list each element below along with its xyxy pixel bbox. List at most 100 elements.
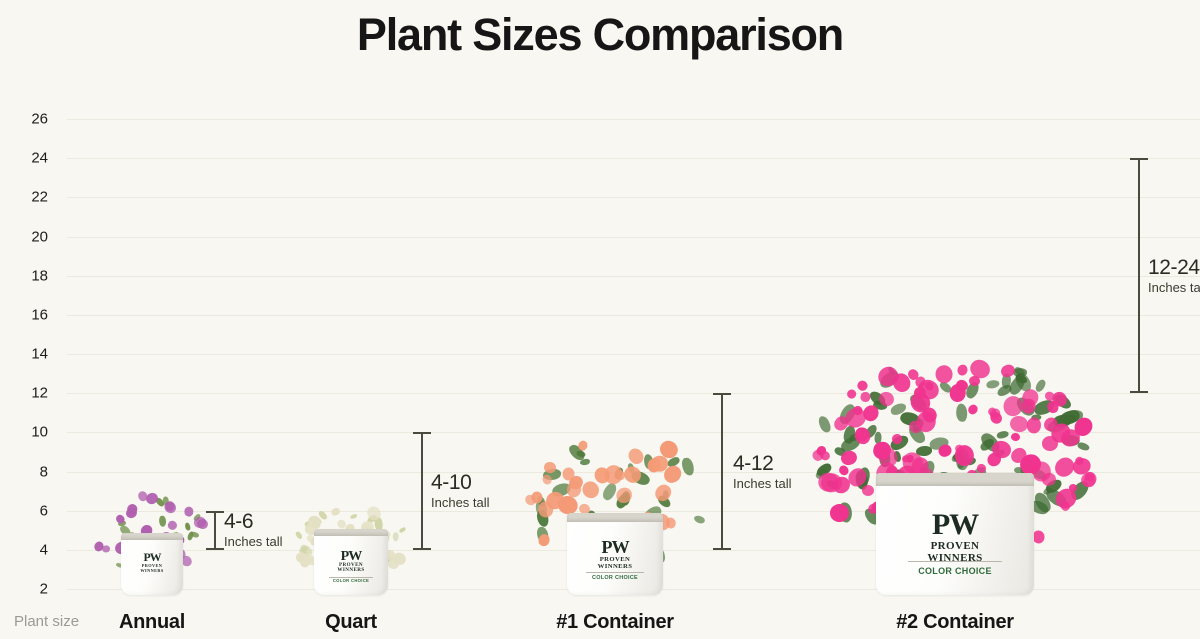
measurement-bracket-4 [1129, 158, 1149, 394]
pot-sublabel: COLOR CHOICE [591, 575, 638, 582]
flower-shape [955, 363, 969, 377]
leaf-shape [816, 414, 833, 434]
pot-brand-line-2: WINNERS [140, 568, 164, 574]
flower-shape [1042, 435, 1059, 451]
pot-brand-monogram: PW [931, 507, 979, 541]
flower-shape [1008, 414, 1029, 434]
bracket-cap-top [1130, 158, 1148, 161]
pot-logo: PW PROVEN WINNERS [314, 549, 388, 574]
pot-brand-monogram: PW [143, 550, 162, 564]
pot-rim [314, 529, 388, 537]
leaf-shape [996, 429, 1010, 439]
leaf-shape [692, 514, 706, 525]
flower-shape [966, 402, 980, 417]
measurement-range-value: 4-6 [224, 510, 254, 534]
flower-shape [855, 378, 870, 393]
bracket-cap-top [713, 393, 731, 396]
pot-divider [328, 576, 374, 578]
y-axis-tick-label: 20 [31, 228, 48, 245]
gridline [67, 119, 1200, 120]
plant-image-1: PW PROVEN WINNERS [92, 489, 211, 595]
leaf-shape [349, 513, 358, 520]
flower-shape [166, 518, 179, 532]
plot-area: 26 24 22 20 18 16 14 12 10 8 6 4 2 PW PROVEN WINNERS PW… [31, 112, 1200, 598]
flower-shape [859, 391, 870, 403]
leaf-shape [680, 456, 696, 477]
plant-image-4: PW PROVEN WINNERS COLOR CHOICE [810, 349, 1100, 595]
flower-shape [861, 484, 875, 497]
measurement-unit-label: Inches tall [431, 495, 490, 511]
measurement-range-value: 12-24 [1148, 255, 1200, 279]
pot-brand-line-2: WINNERS [597, 563, 633, 571]
y-axis-tick-label: 22 [31, 188, 48, 206]
plant-pot: PW PROVEN WINNERS COLOR CHOICE [567, 513, 663, 595]
gridline [67, 275, 1200, 277]
measurement-bracket-2 [412, 432, 432, 550]
bracket-stem [721, 393, 723, 550]
measurement-unit-label: Inches tall [733, 475, 792, 491]
pot-rim [567, 513, 663, 523]
pot-brand-monogram: PW [340, 547, 363, 564]
pot-brand-line-1: PROVEN [599, 555, 631, 563]
bracket-stem [421, 432, 423, 550]
y-axis-tick-label: 2 [39, 580, 48, 598]
measurement-bracket-3 [712, 393, 732, 550]
measurement-range-value: 4-10 [431, 471, 472, 495]
gridline [67, 314, 1200, 316]
leaf-shape [185, 530, 195, 541]
bracket-cap-bottom [206, 547, 224, 550]
page-title: Plant Sizes Comparison [356, 9, 844, 60]
plant-image-2: PW PROVEN WINNERS COLOR CHOICE [290, 503, 412, 595]
flower-shape [934, 364, 954, 385]
leaf-shape [955, 402, 968, 421]
y-axis-tick-label: 4 [39, 541, 48, 559]
pot-divider [586, 572, 644, 574]
bracket-stem [1138, 158, 1140, 394]
y-axis-tick-label: 6 [39, 502, 48, 520]
leaf-shape [184, 522, 191, 531]
measurement-bracket-1 [205, 510, 225, 550]
leaf-shape [398, 526, 407, 534]
pot-brand-monogram: PW [601, 536, 629, 557]
pot-brand-line-1: PROVEN [338, 561, 364, 568]
pot-brand-line-1: PROVEN [930, 539, 980, 552]
gridline [67, 236, 1200, 238]
pot-sublabel: COLOR CHOICE [918, 565, 992, 576]
category-label-2: Quart [325, 611, 377, 633]
pot-logo: PW PROVEN WINNERS [121, 550, 183, 574]
leaf-shape [579, 458, 591, 466]
pot-logo: PW PROVEN WINNERS [567, 536, 663, 571]
bracket-cap-top [206, 510, 224, 513]
gridline [67, 393, 1200, 395]
plant-pot: PW PROVEN WINNERS COLOR CHOICE [314, 529, 388, 595]
pot-rim [876, 473, 1034, 487]
category-axis: Plant size Annual Quart #1 Container #2 Con… [0, 604, 1200, 639]
leaf-shape [392, 531, 400, 542]
pot-rim [121, 533, 183, 540]
gridline [67, 197, 1200, 199]
plant-pot: PW PROVEN WINNERS [121, 533, 183, 595]
flower-shape [101, 545, 110, 554]
leaf-shape [986, 379, 1001, 389]
y-axis-tick-label: 12 [31, 384, 48, 402]
bracket-cap-top [413, 432, 431, 435]
axis-caption: Plant size [14, 613, 80, 630]
flower-shape [1031, 461, 1051, 483]
measurement-label-1: 4-6 Inches tall [224, 510, 283, 550]
pot-sublabel: COLOR CHOICE [332, 578, 370, 584]
y-axis-tick-label: 16 [31, 306, 48, 324]
pot-logo: PW PROVEN WINNERS [876, 507, 1034, 564]
pot-brand-line-2: WINNERS [927, 551, 983, 564]
flower-shape [845, 387, 859, 401]
y-axis-tick-label: 24 [31, 149, 48, 167]
gridline [67, 432, 1200, 434]
bracket-cap-bottom [713, 547, 731, 550]
measurement-label-2: 4-10 Inches tall [431, 471, 490, 511]
measurement-range-value: 4-12 [733, 451, 774, 475]
leaf-shape [294, 530, 303, 540]
bracket-cap-bottom [413, 547, 431, 550]
plant-pot: PW PROVEN WINNERS COLOR CHOICE [876, 473, 1034, 595]
bracket-stem [214, 510, 216, 550]
